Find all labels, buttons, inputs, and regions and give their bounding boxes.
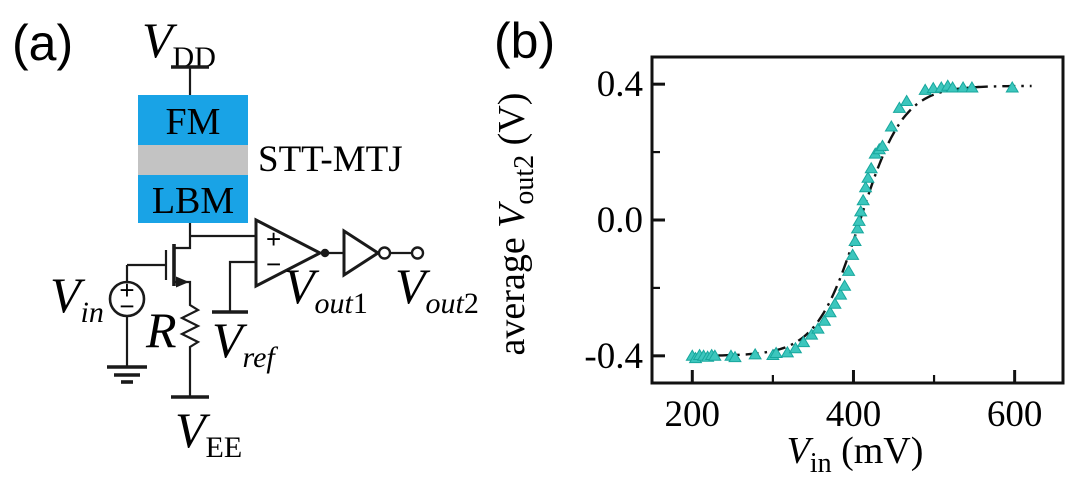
- data-point: [945, 80, 960, 93]
- data-point: [852, 214, 866, 226]
- data-point: [884, 120, 899, 132]
- y-tick-label: 0.0: [597, 200, 643, 241]
- vref-label: Vref: [212, 312, 278, 374]
- data-point: [837, 279, 852, 291]
- vout1-label: Vout1: [284, 258, 368, 320]
- ground-icon: [107, 365, 147, 384]
- data-point: [708, 349, 722, 361]
- data-point: [841, 264, 856, 276]
- data-point: [845, 248, 860, 260]
- resistor-label: R: [145, 302, 177, 358]
- data-point: [748, 347, 762, 360]
- plot-frame: [650, 55, 1065, 385]
- data-point: [899, 94, 914, 107]
- data-point: [828, 297, 842, 309]
- panel-b-label: (b): [494, 13, 555, 69]
- vin-source-minus: −: [119, 291, 134, 321]
- data-point: [956, 80, 970, 93]
- comparator-plus: +: [266, 224, 281, 254]
- comparator-triangle: [254, 217, 324, 289]
- output-node-dot: [320, 248, 330, 258]
- resistor-zigzag: [179, 302, 201, 350]
- data-point: [817, 314, 832, 326]
- mtj-bottom-layer: [138, 175, 248, 223]
- data-point: [823, 305, 837, 318]
- data-point: [875, 139, 890, 151]
- data-point: [864, 161, 878, 174]
- x-tick-label: 600: [987, 394, 1043, 435]
- panel-a-label: (a): [12, 15, 73, 71]
- y-tick-label: -0.4: [584, 336, 643, 377]
- data-point: [892, 101, 907, 113]
- data-point: [788, 341, 803, 354]
- data-point: [858, 180, 873, 193]
- mtj-top-layer: [138, 95, 248, 145]
- data-point: [861, 171, 875, 183]
- mtj-spacer-layer: [138, 145, 248, 175]
- data-point: [769, 346, 783, 359]
- plot-area: 200 400 600 0.4 0.0 -0.4: [584, 55, 1065, 435]
- data-point: [804, 328, 819, 340]
- transistor-drain-wire: [174, 236, 192, 250]
- x-tick-label: 400: [826, 394, 882, 435]
- data-point: [1005, 80, 1020, 93]
- inverter-triangle: [342, 228, 381, 278]
- x-axis-label: Vin (mV): [787, 430, 924, 479]
- comparator-minus: −: [266, 249, 281, 279]
- output-terminal: [410, 246, 425, 260]
- data-point: [853, 204, 868, 217]
- transistor-source-arrow: [176, 276, 189, 288]
- vout2-label: Vout2: [395, 258, 479, 320]
- x-tick-label: 200: [665, 394, 721, 435]
- data-point: [811, 322, 825, 334]
- data-point: [833, 288, 848, 300]
- data-point: [848, 234, 862, 246]
- data-point: [796, 335, 811, 348]
- vee-label: VEE: [175, 402, 242, 464]
- fit-line: [690, 84, 1032, 357]
- data-point: [850, 221, 865, 234]
- mtj-bottom-layer-label: LBM: [152, 180, 234, 222]
- mtj-device-label: STT-MTJ: [258, 139, 403, 180]
- y-axis-label: average Vout2 (V): [491, 93, 540, 356]
- vref-wire: [228, 260, 256, 311]
- data-point: [965, 80, 979, 93]
- vin-label: Vin: [50, 267, 104, 329]
- data-point: [728, 350, 742, 363]
- data-point: [856, 193, 870, 206]
- y-tick-label: 0.4: [597, 64, 643, 105]
- mtj-top-layer-label: FM: [166, 101, 221, 143]
- vin-source-plus: +: [119, 275, 134, 305]
